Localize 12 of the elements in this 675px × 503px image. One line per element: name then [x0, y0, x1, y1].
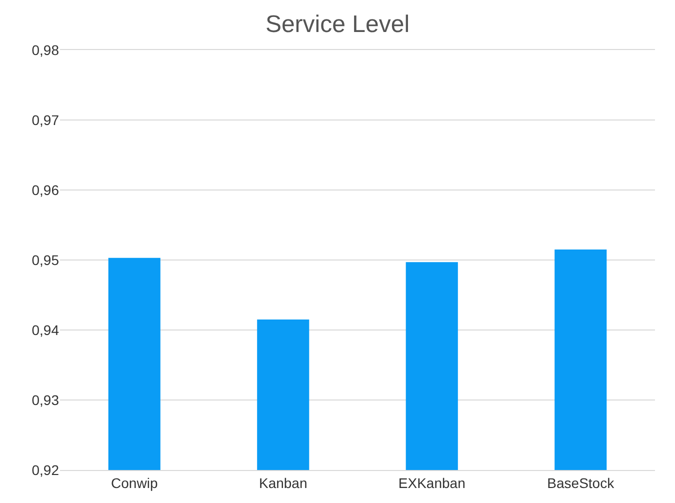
- chart-title: Service Level: [265, 10, 410, 38]
- y-tick-label: 0,95: [32, 252, 60, 268]
- x-tick-label: Kanban: [258, 474, 308, 491]
- x-tick-label: EXKanban: [398, 474, 466, 491]
- y-tick-label: 0,92: [32, 462, 60, 478]
- y-tick-label: 0,96: [32, 182, 60, 198]
- x-tick-label: BaseStock: [547, 474, 616, 491]
- x-tick-label: Conwip: [111, 474, 158, 491]
- y-tick-label: 0,98: [32, 42, 60, 58]
- y-tick-label: 0,94: [32, 322, 60, 338]
- y-tick-label: 0,97: [32, 112, 60, 128]
- y-tick-label: 0,93: [32, 392, 60, 408]
